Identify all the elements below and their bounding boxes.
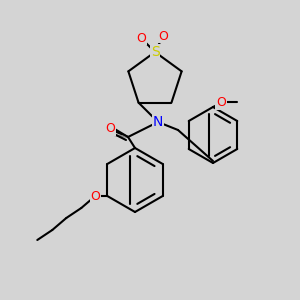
Text: O: O: [105, 122, 115, 136]
Text: O: O: [158, 29, 168, 43]
Text: O: O: [90, 190, 100, 202]
Text: O: O: [216, 97, 226, 110]
Text: O: O: [136, 32, 146, 44]
Text: S: S: [151, 45, 159, 59]
Text: N: N: [153, 115, 163, 129]
